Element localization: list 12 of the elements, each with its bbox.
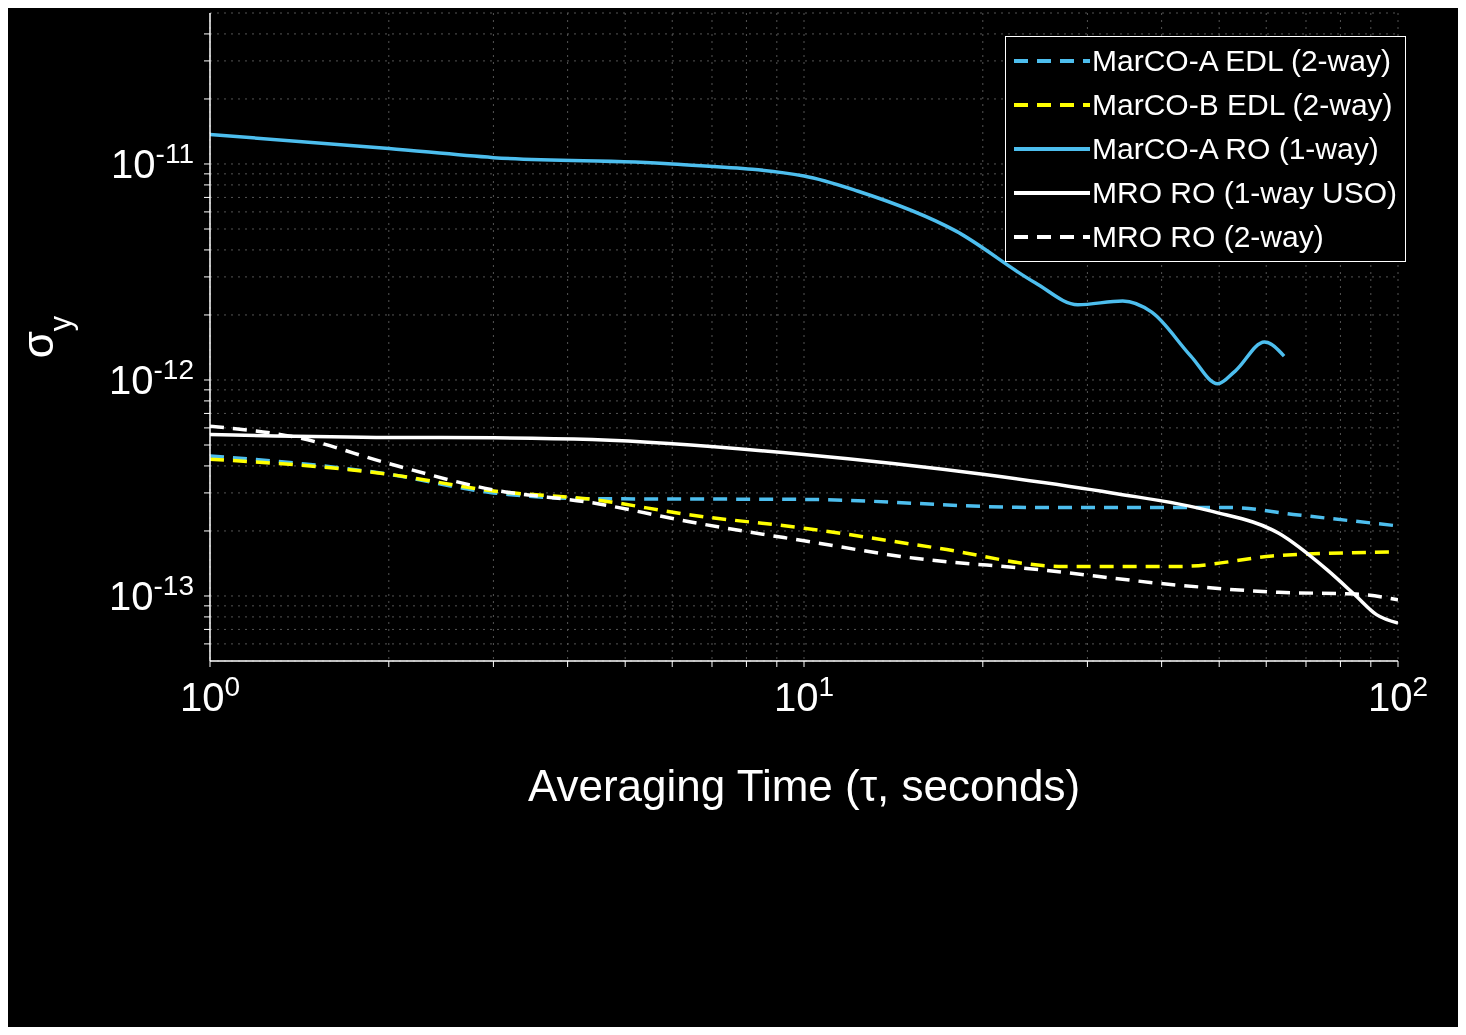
legend-label: MRO RO (1-way USO): [1091, 176, 1397, 210]
x-tick-label: 10$^{1}$: [773, 670, 835, 719]
legend-label: MarCO-A EDL (2-way): [1091, 44, 1391, 78]
legend-label: MarCO-A RO (1-way): [1091, 132, 1379, 166]
legend-label: MarCO-B EDL (2-way): [1091, 88, 1393, 122]
legend-label: MRO RO (2-way): [1091, 220, 1324, 254]
y-tick-label: 10$^{-12}$: [109, 353, 194, 402]
x-tick-label: 10$^{2}$: [1367, 670, 1429, 719]
y-tick-label: 10$^{-13}$: [109, 569, 194, 618]
x-axis-title: Averaging Time (τ, seconds): [527, 761, 1081, 810]
y-tick-label: 10$^{-11}$: [111, 137, 194, 186]
x-tick-label: 10$^{0}$: [179, 670, 241, 719]
